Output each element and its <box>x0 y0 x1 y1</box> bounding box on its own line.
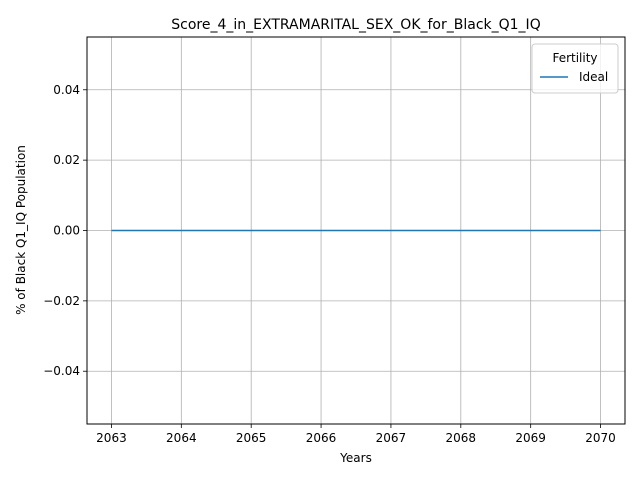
y-axis-ticks: −0.04 −0.02 0.00 0.02 0.04 <box>43 83 87 378</box>
x-tick-label: 2064 <box>166 431 197 445</box>
legend-label-ideal: Ideal <box>579 70 608 84</box>
legend-title: Fertility <box>552 51 597 65</box>
x-tick-label: 2068 <box>446 431 477 445</box>
y-tick-label: 0.00 <box>53 224 80 238</box>
x-tick-label: 2065 <box>236 431 267 445</box>
x-tick-label: 2069 <box>515 431 546 445</box>
y-tick-label: −0.02 <box>43 294 80 308</box>
x-tick-label: 2067 <box>376 431 407 445</box>
y-tick-label: 0.02 <box>53 153 80 167</box>
legend: Fertility Ideal <box>531 43 619 94</box>
x-tick-label: 2063 <box>96 431 127 445</box>
legend-box <box>531 43 619 94</box>
y-tick-label: 0.04 <box>53 83 80 97</box>
x-tick-label: 2066 <box>306 431 337 445</box>
chart-title: Score_4_in_EXTRAMARITAL_SEX_OK_for_Black… <box>171 17 540 33</box>
x-axis-label: Years <box>339 451 372 465</box>
x-axis-ticks: 2063 2064 2065 2066 2067 2068 2069 2070 <box>96 424 616 445</box>
y-axis-label: % of Black Q1_IQ Population <box>14 145 28 315</box>
y-tick-label: −0.04 <box>43 364 80 378</box>
x-tick-label: 2070 <box>585 431 616 445</box>
